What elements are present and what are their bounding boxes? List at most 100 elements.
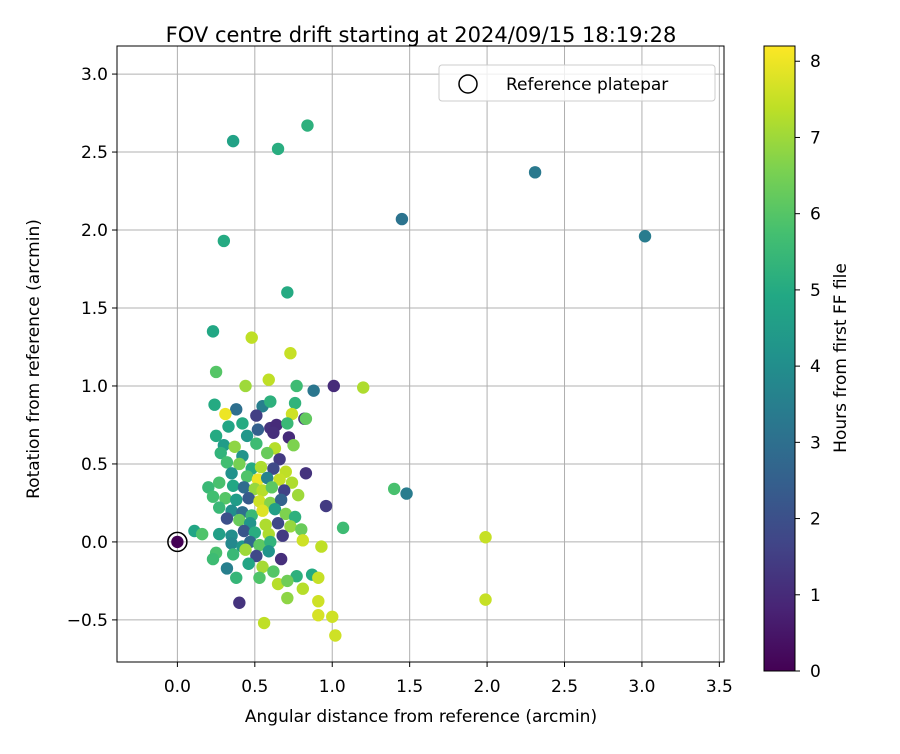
data-point [274, 552, 288, 566]
data-point [262, 373, 275, 386]
data-point [301, 119, 314, 132]
data-point [387, 482, 401, 496]
x-tick-label: 3.0 [628, 677, 655, 697]
x-tick-label: 3.5 [706, 677, 733, 697]
data-point [329, 629, 342, 642]
data-point [479, 593, 492, 606]
data-points [188, 119, 652, 642]
data-point [273, 473, 286, 486]
colorbar-tick-label: 5 [810, 281, 821, 301]
data-point [479, 531, 492, 544]
data-point [261, 471, 274, 485]
data-point [264, 395, 277, 408]
data-point [226, 479, 240, 492]
y-tick-label: 0.0 [81, 533, 108, 553]
x-axis-ticks: 0.0 0.5 1.0 1.5 2.0 2.5 3.0 3.5 [164, 662, 733, 697]
data-point [287, 439, 300, 452]
x-tick-label: 2.5 [551, 677, 578, 697]
data-point [233, 596, 246, 609]
data-point [209, 429, 223, 443]
y-tick-label: 2.5 [81, 143, 108, 163]
data-point [262, 545, 275, 558]
data-point [285, 407, 299, 421]
data-point [236, 417, 249, 430]
x-axis-label: Angular distance from reference (arcmin) [245, 707, 597, 727]
data-point [281, 286, 294, 299]
colorbar-ticks: 0 1 2 3 4 5 6 7 8 [795, 52, 821, 682]
data-point [226, 134, 240, 148]
data-point [254, 460, 268, 474]
data-point [257, 616, 271, 630]
data-point [291, 488, 305, 502]
data-point [281, 574, 294, 588]
data-point [230, 571, 243, 584]
data-point [209, 365, 223, 379]
data-point [288, 396, 302, 410]
data-point [212, 527, 226, 541]
data-point [212, 501, 226, 514]
data-point [237, 481, 251, 494]
data-point [296, 582, 310, 595]
data-point [271, 142, 285, 156]
x-tick-label: 1.5 [396, 677, 423, 697]
y-tick-label: 1.0 [81, 377, 108, 397]
data-point [312, 571, 325, 584]
y-tick-label: 2.0 [81, 221, 108, 241]
y-tick-label: 1.5 [81, 299, 108, 319]
data-point [225, 537, 238, 550]
colorbar [763, 45, 796, 672]
data-point [296, 534, 310, 547]
data-point [195, 527, 209, 541]
data-point [265, 481, 279, 494]
y-tick-label: 0.5 [81, 455, 108, 475]
data-point [214, 446, 227, 460]
y-tick-label: −0.5 [67, 611, 108, 631]
data-point [295, 523, 308, 536]
data-point [312, 609, 325, 622]
colorbar-label: Hours from first FF file [831, 263, 851, 453]
data-point [219, 407, 232, 421]
data-point [288, 510, 302, 524]
data-point [259, 518, 272, 531]
colorbar-tick-label: 1 [810, 586, 821, 606]
data-point [208, 398, 221, 411]
data-point [228, 440, 241, 453]
data-point [242, 557, 255, 570]
data-point [230, 493, 243, 507]
data-point [264, 535, 277, 549]
y-axis-ticks: −0.5 0.0 0.5 1.0 1.5 2.0 2.5 3.0 [67, 65, 117, 631]
plot-frame [116, 45, 725, 663]
data-point [206, 552, 220, 566]
data-point [248, 526, 262, 539]
data-point [206, 490, 220, 503]
y-tick-label: 3.0 [81, 65, 108, 85]
legend-box [438, 64, 716, 102]
data-point [290, 379, 303, 393]
data-point [220, 562, 234, 575]
colorbar-tick-label: 0 [810, 662, 821, 682]
data-point [217, 234, 231, 248]
data-point [267, 426, 280, 439]
data-point [219, 492, 232, 505]
data-point [253, 538, 266, 552]
data-point [284, 347, 297, 360]
y-axis-label: Rotation from reference (arcmin) [24, 219, 44, 499]
data-point [239, 543, 252, 556]
legend-label-reference: Reference platepar [506, 75, 668, 95]
data-point [285, 476, 299, 489]
x-tick-label: 1.0 [319, 677, 346, 697]
reference-point [171, 535, 184, 549]
colorbar-tick-label: 4 [810, 357, 821, 377]
data-point [276, 529, 289, 542]
data-point [307, 384, 320, 397]
data-point [225, 467, 238, 480]
colorbar-tick-label: 2 [810, 510, 821, 530]
data-point [299, 412, 313, 425]
data-point [268, 502, 282, 516]
data-point [273, 453, 286, 466]
data-point [312, 594, 325, 608]
data-point [242, 492, 255, 505]
data-point [212, 476, 226, 489]
data-point [250, 549, 263, 563]
